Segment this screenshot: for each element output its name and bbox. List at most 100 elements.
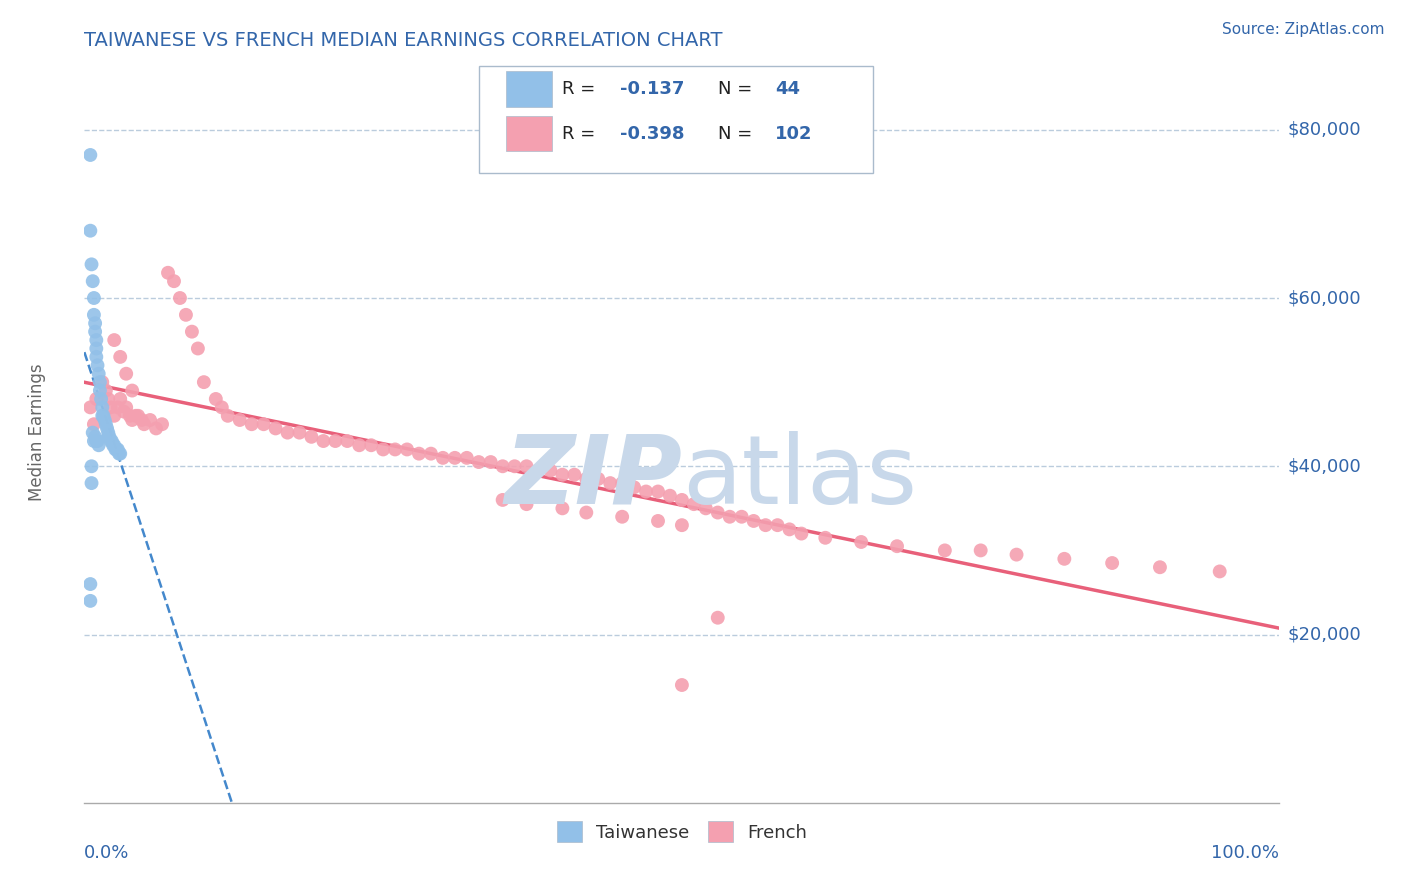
Point — [551, 467, 574, 482]
Point — [110, 447, 132, 461]
Point — [103, 333, 125, 347]
Point — [79, 401, 101, 415]
Text: Median Earnings: Median Earnings — [28, 364, 45, 501]
Point — [110, 392, 132, 406]
Point — [181, 325, 204, 339]
Point — [540, 463, 562, 477]
Point — [790, 526, 813, 541]
Text: R =: R = — [562, 125, 602, 143]
Text: $20,000: $20,000 — [1288, 625, 1361, 643]
Text: atlas: atlas — [682, 431, 917, 524]
FancyBboxPatch shape — [506, 116, 551, 152]
Point — [104, 442, 127, 457]
Point — [121, 413, 143, 427]
Text: 102: 102 — [775, 125, 813, 143]
Point — [90, 392, 112, 406]
Point — [127, 409, 149, 423]
Text: -0.398: -0.398 — [620, 125, 685, 143]
Point — [264, 421, 287, 435]
Point — [132, 417, 156, 432]
Point — [612, 476, 634, 491]
Point — [86, 392, 108, 406]
Point — [97, 392, 120, 406]
Point — [731, 509, 754, 524]
Point — [163, 274, 186, 288]
Text: N =: N = — [718, 80, 758, 98]
Point — [97, 430, 120, 444]
Point — [101, 434, 124, 448]
Point — [647, 514, 669, 528]
Point — [1053, 551, 1076, 566]
Point — [432, 450, 454, 465]
Point — [851, 535, 873, 549]
Point — [82, 274, 104, 288]
Point — [325, 434, 347, 448]
Point — [94, 417, 117, 432]
Point — [456, 450, 478, 465]
Point — [83, 291, 105, 305]
Text: 44: 44 — [775, 80, 800, 98]
Point — [107, 442, 129, 457]
Point — [575, 472, 598, 486]
Point — [150, 417, 173, 432]
Point — [115, 367, 138, 381]
Point — [551, 501, 574, 516]
Point — [86, 350, 108, 364]
Point — [205, 392, 228, 406]
Point — [84, 430, 107, 444]
Point — [86, 342, 108, 356]
Text: ZIP: ZIP — [503, 431, 682, 524]
Point — [360, 438, 382, 452]
Point — [91, 409, 114, 423]
Point — [384, 442, 406, 457]
Point — [1149, 560, 1171, 574]
Point — [93, 409, 115, 423]
Point — [277, 425, 299, 440]
Text: TAIWANESE VS FRENCH MEDIAN EARNINGS CORRELATION CHART: TAIWANESE VS FRENCH MEDIAN EARNINGS CORR… — [84, 30, 723, 50]
Point — [742, 514, 765, 528]
Point — [396, 442, 419, 457]
Point — [103, 409, 125, 423]
Point — [108, 447, 131, 461]
Point — [110, 350, 132, 364]
Point — [408, 447, 430, 461]
Point — [695, 501, 717, 516]
Point — [105, 442, 128, 457]
Point — [420, 447, 443, 461]
Point — [112, 404, 135, 418]
Point — [301, 430, 323, 444]
Point — [79, 577, 101, 591]
Point — [125, 409, 148, 423]
Point — [121, 384, 143, 398]
Point — [671, 518, 693, 533]
Point — [1101, 556, 1123, 570]
Point — [1209, 565, 1232, 579]
Legend: Taiwanese, French: Taiwanese, French — [550, 814, 814, 849]
Point — [659, 489, 682, 503]
Point — [83, 434, 105, 448]
Point — [240, 417, 263, 432]
Point — [89, 375, 111, 389]
Point — [312, 434, 335, 448]
Point — [91, 375, 114, 389]
Point — [886, 539, 908, 553]
Point — [612, 509, 634, 524]
Point — [80, 476, 103, 491]
Point — [157, 266, 180, 280]
Point — [1005, 548, 1028, 562]
Point — [718, 509, 741, 524]
Point — [79, 594, 101, 608]
Point — [96, 421, 118, 435]
Point — [115, 401, 138, 415]
Point — [814, 531, 837, 545]
Point — [93, 413, 115, 427]
Point — [755, 518, 778, 533]
Point — [516, 459, 538, 474]
Point — [187, 342, 209, 356]
Point — [80, 257, 103, 271]
Point — [145, 421, 167, 435]
Point — [118, 409, 141, 423]
Point — [492, 459, 515, 474]
Point — [86, 359, 108, 373]
Point — [107, 401, 129, 415]
